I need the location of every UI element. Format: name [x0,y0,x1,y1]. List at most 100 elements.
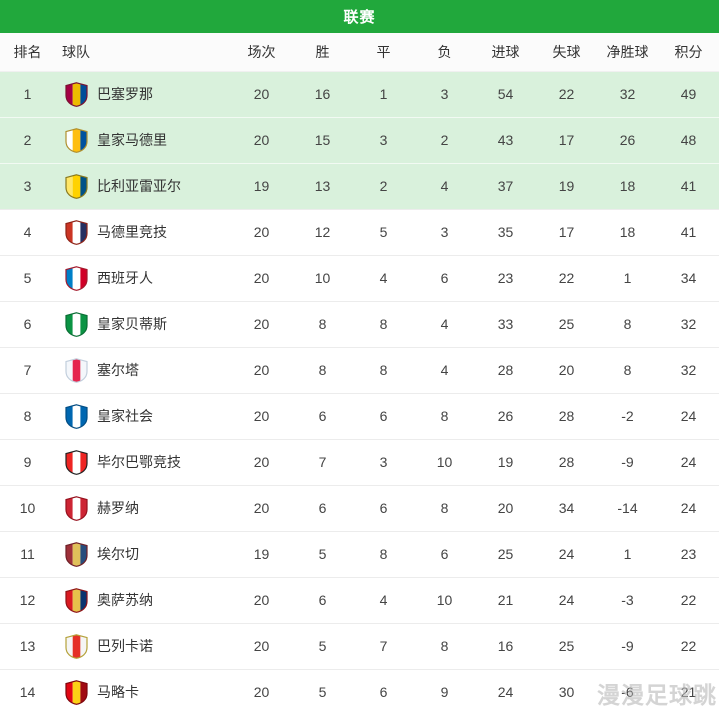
page-title: 联赛 [343,9,376,26]
draws-cell: 3 [353,438,414,485]
goal-diff-cell: 1 [597,530,658,577]
team-name: 皇家马德里 [97,132,167,148]
team-cell: 塞尔塔 [55,346,231,393]
table-row[interactable]: 10 赫罗纳 20 6 6 8 20 34 -14 24 [0,484,719,531]
team-name: 毕尔巴鄂竞技 [97,454,181,470]
draws-cell: 3 [353,116,414,163]
wins-cell: 8 [292,300,353,347]
table-row[interactable]: 2 皇家马德里 20 15 3 2 43 17 26 48 [0,116,719,163]
wins-cell: 6 [292,392,353,439]
team-name: 巴塞罗那 [97,86,153,102]
played-cell: 20 [231,254,292,301]
rank-cell: 3 [0,162,55,209]
draws-cell: 6 [353,392,414,439]
rank-cell: 7 [0,346,55,393]
losses-cell: 8 [414,484,475,531]
team-logo-athletic-bilbao [65,449,88,475]
table-row[interactable]: 11 埃尔切 19 5 8 6 25 24 1 23 [0,530,719,577]
table-row[interactable]: 9 毕尔巴鄂竞技 20 7 3 10 19 28 -9 24 [0,438,719,485]
table-row[interactable]: 6 皇家贝蒂斯 20 8 8 4 33 25 8 32 [0,300,719,347]
losses-cell: 4 [414,346,475,393]
draws-cell: 1 [353,71,414,117]
table-row[interactable]: 1 巴塞罗那 20 16 1 3 54 22 32 49 [0,71,719,117]
team-cell: 埃尔切 [55,530,231,577]
team-cell: 皇家社会 [55,392,231,439]
title-bar: 联赛 [0,0,719,33]
table-row[interactable]: 12 奥萨苏纳 20 6 4 10 21 24 -3 22 [0,576,719,623]
played-cell: 20 [231,208,292,255]
table-row[interactable]: 8 皇家社会 20 6 6 8 26 28 -2 24 [0,392,719,439]
wins-cell: 5 [292,622,353,669]
losses-cell: 3 [414,71,475,117]
goal-diff-cell: -3 [597,576,658,623]
goals-against-cell: 19 [536,162,597,209]
team-cell: 马略卡 [55,668,231,715]
played-cell: 20 [231,576,292,623]
points-cell: 32 [658,346,719,393]
losses-cell: 9 [414,668,475,715]
rank-cell: 12 [0,576,55,623]
goals-against-cell: 34 [536,484,597,531]
points-cell: 49 [658,71,719,117]
team-name: 奥萨苏纳 [97,592,153,608]
wins-cell: 12 [292,208,353,255]
goals-against-cell: 22 [536,254,597,301]
table-row[interactable]: 3 比利亚雷亚尔 19 13 2 4 37 19 18 41 [0,162,719,209]
goal-diff-cell: 1 [597,254,658,301]
wins-cell: 10 [292,254,353,301]
draws-cell: 6 [353,484,414,531]
team-cell: 比利亚雷亚尔 [55,162,231,209]
team-logo-real-madrid [65,127,88,153]
table-row[interactable]: 5 西班牙人 20 10 4 6 23 22 1 34 [0,254,719,301]
draws-cell: 4 [353,254,414,301]
goals-against-cell: 28 [536,438,597,485]
losses-cell: 2 [414,116,475,163]
goals-against-cell: 25 [536,300,597,347]
team-name: 西班牙人 [97,270,153,286]
losses-cell: 6 [414,530,475,577]
points-cell: 41 [658,162,719,209]
team-name: 皇家社会 [97,408,153,424]
column-header-goals-for: 进球 [475,33,536,72]
played-cell: 20 [231,484,292,531]
goal-diff-cell: 18 [597,208,658,255]
goals-against-cell: 24 [536,530,597,577]
losses-cell: 10 [414,438,475,485]
draws-cell: 4 [353,576,414,623]
losses-cell: 10 [414,576,475,623]
goal-diff-cell: -14 [597,484,658,531]
rank-cell: 9 [0,438,55,485]
team-cell: 奥萨苏纳 [55,576,231,623]
team-name: 埃尔切 [97,546,139,562]
table-row[interactable]: 4 马德里竞技 20 12 5 3 35 17 18 41 [0,208,719,255]
rank-cell: 8 [0,392,55,439]
draws-cell: 7 [353,622,414,669]
column-header-losses: 负 [414,33,475,72]
column-header-team: 球队 [55,33,231,72]
table-row[interactable]: 13 巴列卡诺 20 5 7 8 16 25 -9 22 [0,622,719,669]
table-row[interactable]: 14 马略卡 20 5 6 9 24 30 -6 21 [0,668,719,715]
goals-against-cell: 22 [536,71,597,117]
points-cell: 32 [658,300,719,347]
team-logo-elche [65,541,88,567]
team-cell: 马德里竞技 [55,208,231,255]
draws-cell: 2 [353,162,414,209]
goals-for-cell: 25 [475,530,536,577]
goal-diff-cell: 8 [597,300,658,347]
wins-cell: 7 [292,438,353,485]
goals-for-cell: 28 [475,346,536,393]
team-logo-osasuna [65,587,88,613]
column-header-goal-diff: 净胜球 [597,33,658,72]
losses-cell: 6 [414,254,475,301]
table-row[interactable]: 7 塞尔塔 20 8 8 4 28 20 8 32 [0,346,719,393]
team-cell: 巴塞罗那 [55,71,231,117]
rank-cell: 2 [0,116,55,163]
goal-diff-cell: 26 [597,116,658,163]
goal-diff-cell: -6 [597,668,658,715]
goals-for-cell: 16 [475,622,536,669]
wins-cell: 13 [292,162,353,209]
points-cell: 24 [658,438,719,485]
points-cell: 22 [658,576,719,623]
points-cell: 48 [658,116,719,163]
team-cell: 西班牙人 [55,254,231,301]
